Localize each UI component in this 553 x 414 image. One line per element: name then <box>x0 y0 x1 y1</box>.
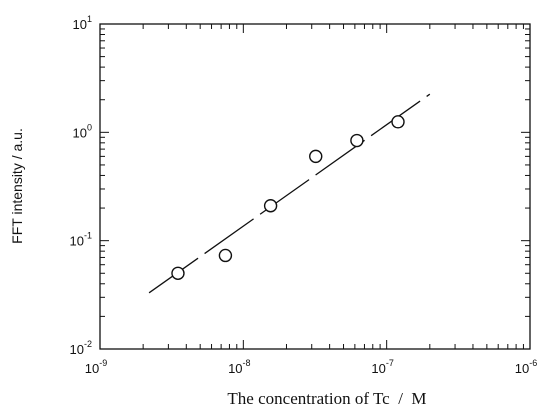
data-points <box>171 115 405 280</box>
y-tick-label: 10-1 <box>70 231 92 249</box>
x-tick-label: 10-7 <box>371 358 393 376</box>
data-point <box>350 133 364 148</box>
data-point <box>218 248 233 263</box>
fit-line <box>148 93 431 294</box>
x-axis-label: The concentration of Tc / M <box>227 389 426 408</box>
data-point <box>391 115 405 129</box>
y-axis-label: FFT intensity / a.u. <box>9 128 25 244</box>
y-tick-label: 101 <box>73 14 92 32</box>
y-tick-label: 100 <box>73 122 92 140</box>
axis-tick-labels: 10-9 10-8 10-7 10-6 10-2 10-1 100 101 <box>70 14 538 376</box>
plot-frame <box>99 23 531 350</box>
data-point <box>171 266 185 280</box>
data-point <box>309 149 323 164</box>
x-tick-label: 10-8 <box>228 358 250 376</box>
x-tick-label: 10-9 <box>85 358 107 376</box>
axis-ticks <box>99 23 531 350</box>
x-tick-label: 10-6 <box>515 358 537 376</box>
data-point <box>263 199 278 213</box>
y-tick-label: 10-2 <box>70 339 92 357</box>
